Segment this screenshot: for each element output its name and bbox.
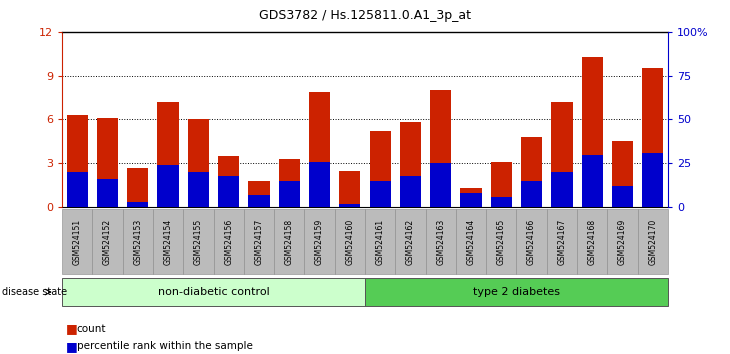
Bar — [309, 92, 330, 207]
Bar — [66, 115, 88, 207]
Bar — [365, 278, 668, 306]
Text: GSM524152: GSM524152 — [103, 218, 112, 265]
Text: GSM524165: GSM524165 — [497, 218, 506, 265]
Bar — [62, 278, 365, 306]
Bar — [127, 202, 148, 207]
Bar — [551, 102, 572, 207]
Bar — [218, 176, 239, 207]
Bar — [188, 120, 209, 207]
Bar — [400, 176, 421, 207]
Bar — [396, 209, 426, 274]
Text: GSM524167: GSM524167 — [558, 218, 566, 265]
Bar — [218, 156, 239, 207]
Text: GSM524161: GSM524161 — [376, 218, 385, 265]
Text: GSM524166: GSM524166 — [527, 218, 536, 265]
Bar — [521, 137, 542, 207]
Text: GSM524156: GSM524156 — [224, 218, 233, 265]
Bar — [335, 209, 365, 274]
Bar — [248, 181, 269, 207]
Bar — [642, 68, 664, 207]
Bar — [127, 168, 148, 207]
Bar — [304, 209, 335, 274]
Bar — [97, 179, 118, 207]
Bar — [582, 57, 603, 207]
Bar — [188, 172, 209, 207]
Text: GSM524162: GSM524162 — [406, 218, 415, 265]
Bar — [638, 209, 668, 274]
Text: GSM524160: GSM524160 — [345, 218, 354, 265]
Bar — [153, 209, 183, 274]
Bar — [456, 209, 486, 274]
Bar — [642, 153, 664, 207]
Bar — [62, 209, 93, 274]
Text: percentile rank within the sample: percentile rank within the sample — [77, 341, 253, 351]
Bar — [461, 193, 482, 207]
Bar — [612, 141, 633, 207]
Bar — [183, 209, 214, 274]
Bar — [582, 154, 603, 207]
Bar — [158, 165, 179, 207]
Bar — [339, 171, 361, 207]
Text: GSM524154: GSM524154 — [164, 218, 172, 265]
Text: non-diabetic control: non-diabetic control — [158, 287, 269, 297]
Bar — [339, 204, 361, 207]
Bar — [274, 209, 304, 274]
Text: type 2 diabetes: type 2 diabetes — [473, 287, 560, 297]
Bar — [486, 209, 517, 274]
Bar — [158, 102, 179, 207]
Text: ■: ■ — [66, 340, 77, 353]
Bar — [279, 159, 300, 207]
Bar — [369, 131, 391, 207]
Bar — [369, 181, 391, 207]
Text: disease state: disease state — [2, 287, 67, 297]
Bar — [66, 172, 88, 207]
Bar — [430, 163, 451, 207]
Bar — [93, 209, 123, 274]
Bar — [248, 195, 269, 207]
Bar — [547, 209, 577, 274]
Bar — [461, 188, 482, 207]
Text: GSM524168: GSM524168 — [588, 218, 596, 265]
Bar — [244, 209, 274, 274]
Bar — [426, 209, 456, 274]
Bar — [491, 162, 512, 207]
Text: GSM524157: GSM524157 — [255, 218, 264, 265]
Bar — [279, 181, 300, 207]
Text: GSM524159: GSM524159 — [315, 218, 324, 265]
Text: GSM524163: GSM524163 — [437, 218, 445, 265]
Text: GSM524169: GSM524169 — [618, 218, 627, 265]
Text: GDS3782 / Hs.125811.0.A1_3p_at: GDS3782 / Hs.125811.0.A1_3p_at — [259, 9, 471, 22]
Bar — [365, 209, 396, 274]
Text: count: count — [77, 324, 106, 333]
Bar — [521, 181, 542, 207]
Bar — [517, 209, 547, 274]
Text: GSM524158: GSM524158 — [285, 218, 293, 265]
Bar — [309, 161, 330, 207]
Text: GSM524170: GSM524170 — [648, 218, 657, 265]
Text: GSM524164: GSM524164 — [466, 218, 475, 265]
Bar — [577, 209, 607, 274]
Bar — [607, 209, 638, 274]
Bar — [123, 209, 153, 274]
Bar — [97, 118, 118, 207]
Text: GSM524153: GSM524153 — [134, 218, 142, 265]
Bar — [491, 196, 512, 207]
Bar — [400, 122, 421, 207]
Text: ■: ■ — [66, 322, 77, 335]
Text: GSM524151: GSM524151 — [73, 218, 82, 265]
Bar — [214, 209, 244, 274]
Text: GSM524155: GSM524155 — [194, 218, 203, 265]
Bar — [551, 172, 572, 207]
Bar — [430, 90, 451, 207]
Bar — [612, 186, 633, 207]
